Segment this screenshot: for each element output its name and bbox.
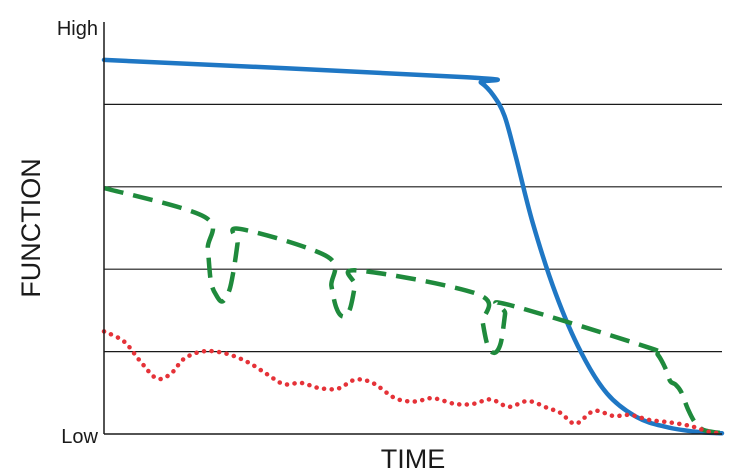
gridlines <box>104 103 722 353</box>
x-axis-label: TIME <box>381 444 446 474</box>
y-tick-label-low: Low <box>61 426 98 448</box>
y-tick-label-high: High <box>57 18 98 40</box>
y-axis-label: FUNCTION <box>16 158 46 297</box>
axes <box>103 22 722 435</box>
series-group <box>101 57 725 436</box>
series-dotted-line <box>101 329 725 436</box>
series-dashed-line <box>103 185 723 436</box>
series-solid-line <box>101 57 725 436</box>
